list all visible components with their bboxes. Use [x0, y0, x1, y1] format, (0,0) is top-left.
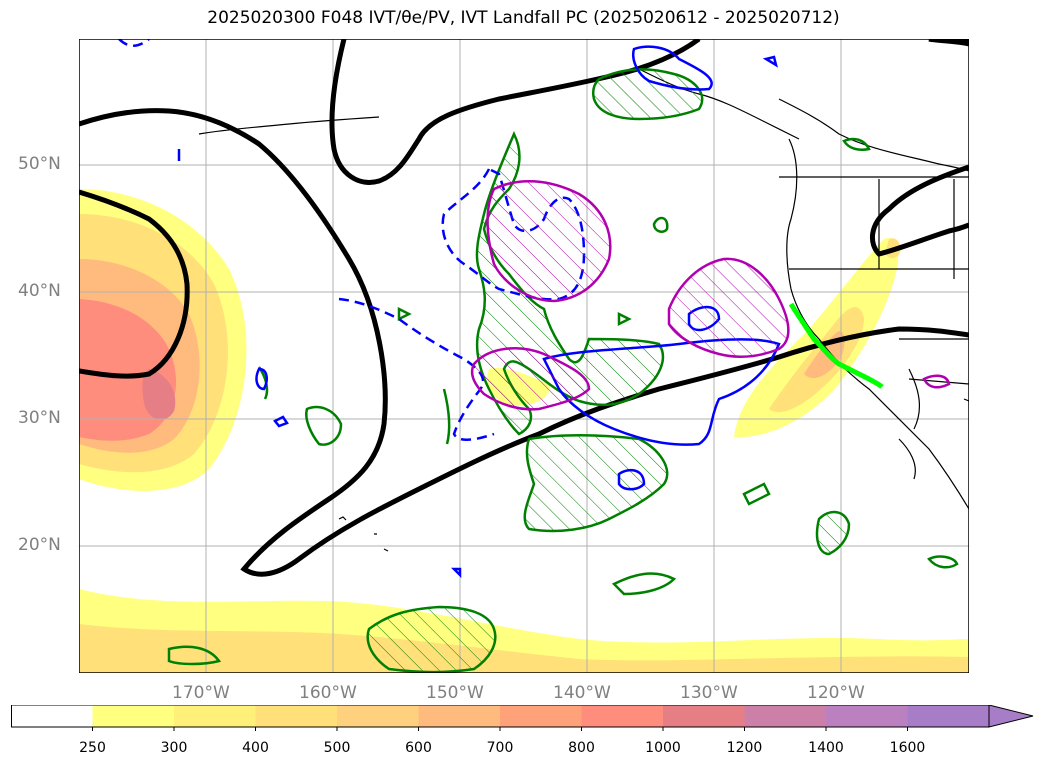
colorbar-segment — [337, 705, 419, 727]
colorbar-tick-label: 1400 — [808, 740, 844, 756]
colorbar-segment — [581, 705, 664, 727]
theta-e-contours — [79, 39, 969, 577]
ivt-shading-west — [79, 189, 247, 491]
colorbar-segment — [255, 705, 338, 727]
figure-title: 2025020300 F048 IVT/θe/PV, IVT Landfall … — [207, 8, 840, 28]
lon-label-130w: 130°W — [680, 683, 738, 703]
lat-label-30n: 30°N — [18, 408, 61, 428]
colorbar-tick-label: 1600 — [889, 740, 926, 756]
lon-label-170w: 170°W — [172, 683, 230, 703]
colorbar-tick-label: 1000 — [645, 740, 681, 756]
colorbar-tick-label: 400 — [242, 740, 269, 756]
lat-label-50n: 50°N — [18, 154, 61, 174]
colorbar-segment — [663, 705, 745, 727]
lon-label-140w: 140°W — [553, 683, 611, 703]
pv-contours-magenta — [470, 180, 951, 411]
colorbar-segment — [500, 705, 582, 727]
colorbar-segment — [11, 705, 93, 727]
map-panel — [79, 39, 969, 673]
lon-label-150w: 150°W — [426, 683, 484, 703]
ivt-colorbar — [11, 705, 1034, 731]
colorbar-extend-arrow — [988, 705, 1034, 728]
lon-label-120w: 120°W — [807, 683, 865, 703]
colorbar-tick-label: 300 — [160, 740, 188, 756]
ivt-landfall-line — [788, 302, 884, 389]
colorbar-tick-label: 1200 — [726, 740, 763, 756]
colorbar-segment — [907, 705, 990, 727]
lat-label-40n: 40°N — [18, 281, 61, 301]
colorbar-tick-label: 250 — [79, 740, 106, 756]
colorbar-segment — [744, 705, 827, 727]
colorbar-tick-label: 500 — [323, 740, 351, 756]
colorbar-segment — [418, 705, 501, 727]
colorbar-segment — [826, 705, 908, 727]
colorbar-segment — [92, 705, 175, 727]
colorbar-tick-label: 800 — [568, 740, 595, 756]
lon-label-160w: 160°W — [299, 683, 357, 703]
colorbar-tick-label: 700 — [486, 740, 514, 756]
lat-label-20n: 20°N — [18, 535, 61, 555]
colorbar-tick-label: 600 — [405, 740, 432, 756]
coastlines — [198, 68, 969, 552]
colorbar-segment — [174, 705, 256, 727]
ivt-shading-south — [79, 589, 969, 673]
